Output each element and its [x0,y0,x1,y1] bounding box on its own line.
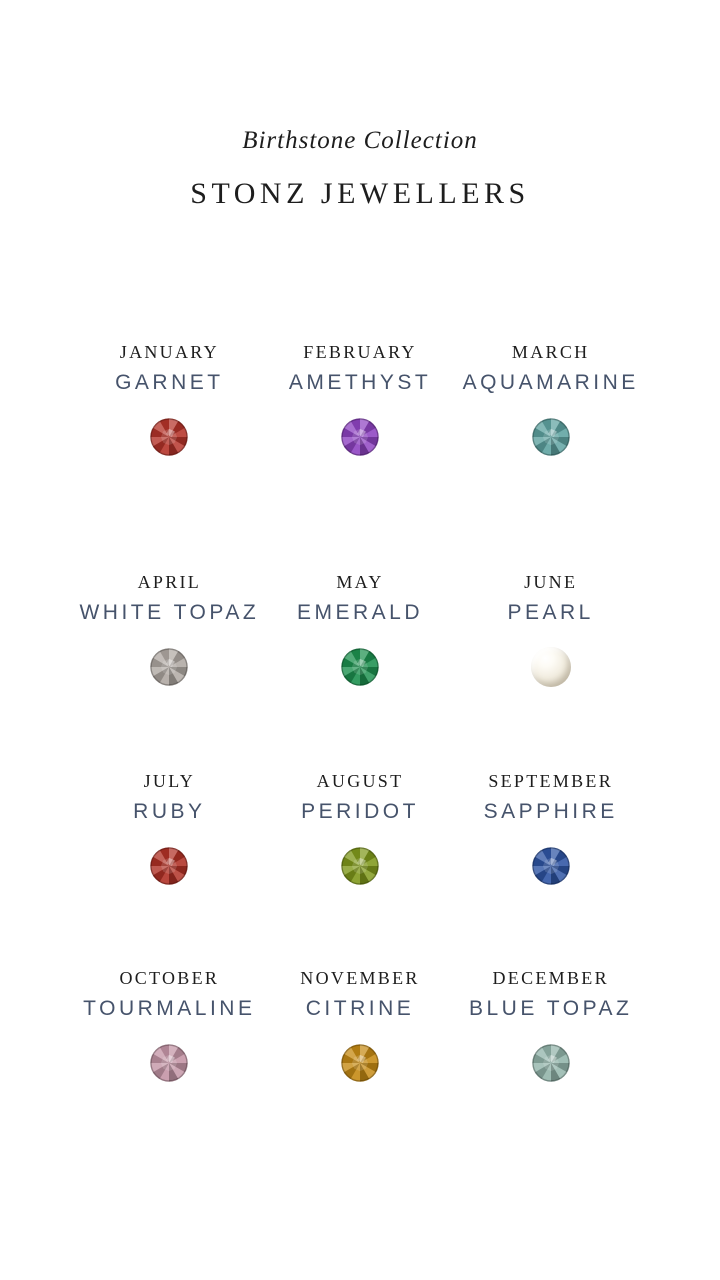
gem-wrap [265,417,456,457]
gem-wrap [74,647,265,687]
month-label: NOVEMBER [300,968,420,988]
month-label: JUNE [524,572,578,592]
amethyst-gem-icon [341,418,379,456]
cell-march: MARCH AQUAMARINE [455,340,646,457]
grid-row-1: JANUARY GARNET FEBRUARY AMETHYST MARCH A… [74,340,646,457]
stone-label: PERIDOT [301,800,419,823]
month-label: DECEMBER [492,968,609,988]
stone-label: SAPPHIRE [483,800,618,823]
cell-june: JUNE PEARL [455,570,646,687]
gem-wrap [74,846,265,886]
cell-august: AUGUST PERIDOT [265,769,456,886]
gem-wrap [455,1043,646,1083]
gem-wrap [265,647,456,687]
month-label: JANUARY [119,342,219,362]
cell-april: APRIL WHITE TOPAZ [74,570,265,687]
stone-label: BLUE TOPAZ [468,997,633,1020]
stone-label: EMERALD [296,601,424,624]
gem-wrap [455,417,646,457]
cell-november: NOVEMBER CITRINE [265,966,456,1083]
tourmaline-gem-icon [150,1044,188,1082]
gem-wrap [265,846,456,886]
aquamarine-gem-icon [532,418,570,456]
tagline: Birthstone Collection [242,127,478,154]
citrine-gem-icon [341,1044,379,1082]
stone-label: WHITE TOPAZ [79,601,260,624]
garnet-gem-icon [150,418,188,456]
gem-wrap [455,647,646,687]
birthstone-grid: JANUARY GARNET FEBRUARY AMETHYST MARCH A… [0,340,720,1083]
cell-july: JULY RUBY [74,769,265,886]
month-label: AUGUST [316,771,404,791]
sapphire-gem-icon [532,847,570,885]
month-label: APRIL [137,572,202,592]
emerald-gem-icon [341,648,379,686]
month-label: JULY [143,771,196,791]
gem-wrap [265,1043,456,1083]
ruby-gem-icon [150,847,188,885]
stone-label: TOURMALINE [83,997,256,1020]
blue-topaz-gem-icon [532,1044,570,1082]
month-label: MAY [336,572,384,592]
peridot-gem-icon [341,847,379,885]
stone-label: RUBY [133,800,206,823]
cell-may: MAY EMERALD [265,570,456,687]
pearl-gem-icon [530,647,571,687]
cell-october: OCTOBER TOURMALINE [74,966,265,1083]
month-label: MARCH [511,342,590,362]
gem-wrap [455,846,646,886]
cell-december: DECEMBER BLUE TOPAZ [455,966,646,1083]
brand-title: STONZ JEWELLERS [190,177,530,210]
grid-row-2: APRIL WHITE TOPAZ MAY EMERALD JUNE PEARL [74,570,646,687]
stone-label: GARNET [115,371,224,394]
white-topaz-gem-icon [150,648,188,686]
month-label: SEPTEMBER [488,771,614,791]
gem-wrap [74,417,265,457]
stone-label: PEARL [507,601,594,624]
month-label: OCTOBER [119,968,220,988]
stone-label: AQUAMARINE [462,371,639,394]
grid-row-4: OCTOBER TOURMALINE NOVEMBER CITRINE DECE… [74,966,646,1083]
month-label: FEBRUARY [303,342,417,362]
grid-row-3: JULY RUBY AUGUST PERIDOT SEPTEMBER SAPPH… [74,769,646,886]
cell-september: SEPTEMBER SAPPHIRE [455,769,646,886]
gem-wrap [74,1043,265,1083]
stone-label: CITRINE [305,997,415,1020]
cell-february: FEBRUARY AMETHYST [265,340,456,457]
cell-january: JANUARY GARNET [74,340,265,457]
stone-label: AMETHYST [288,371,432,394]
